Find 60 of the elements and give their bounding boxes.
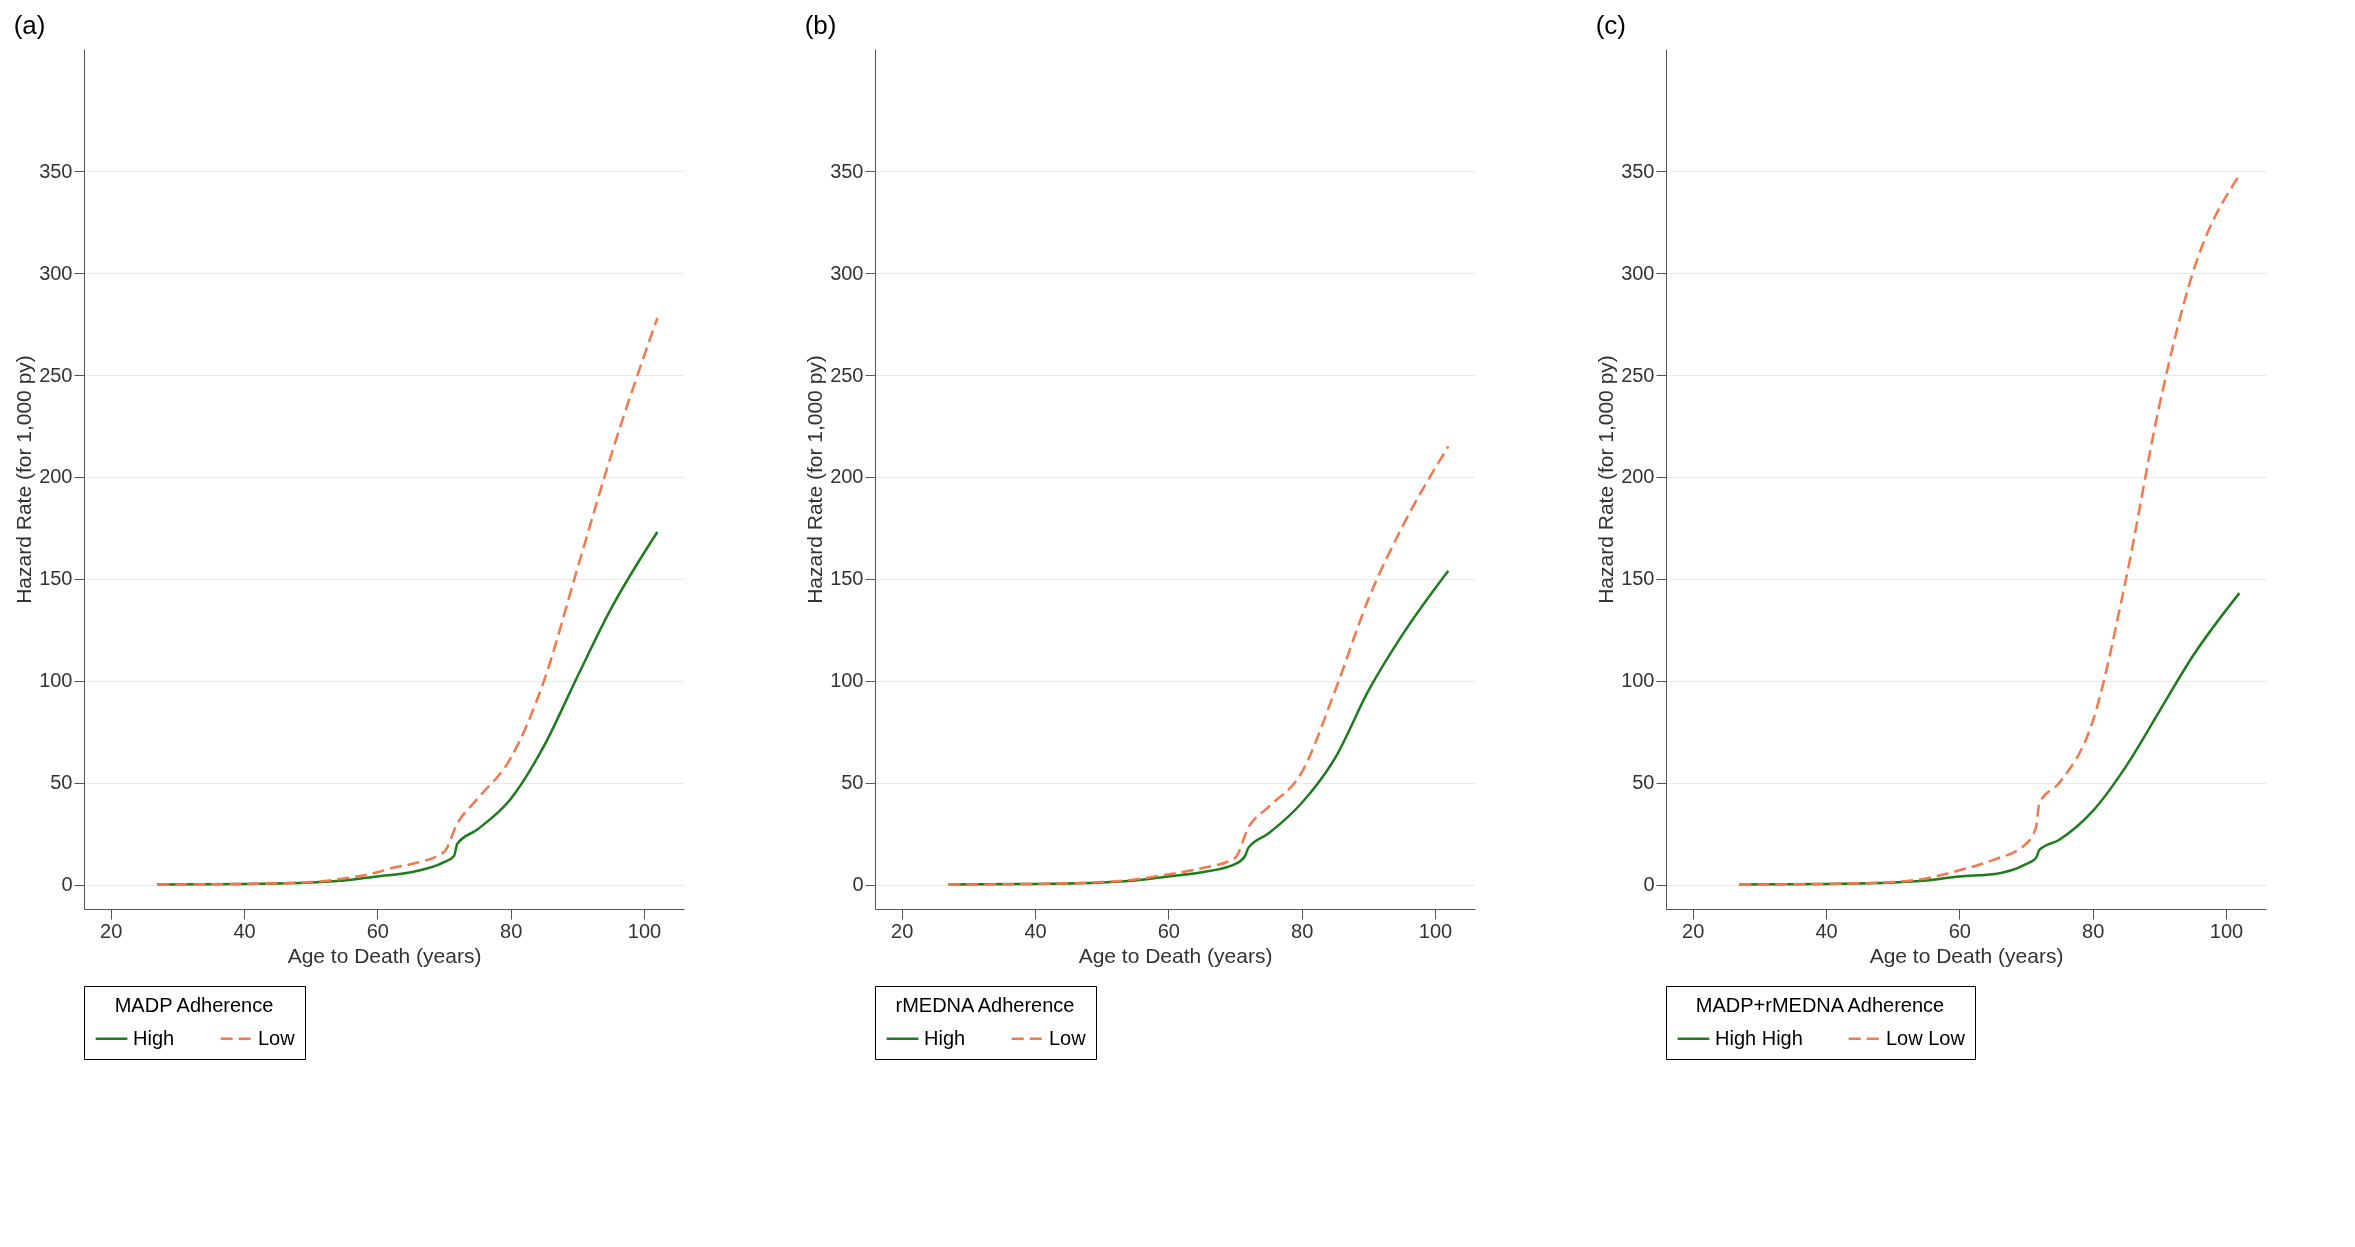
y-tick-label: 100 — [39, 669, 73, 692]
y-tick-label: 200 — [1621, 465, 1655, 488]
y-axis-title: Hazard Rate (for 1,000 py) — [12, 355, 36, 604]
y-tick-label: 350 — [39, 159, 73, 182]
y-tick-label: 300 — [39, 261, 73, 284]
y-tick-label: 200 — [830, 465, 864, 488]
legend-label: Low Low — [1886, 1026, 1966, 1049]
chart-title: (a) — [13, 10, 46, 40]
x-tick-label: 20 — [1682, 919, 1705, 942]
x-tick-label: 40 — [233, 919, 256, 942]
x-tick-label: 40 — [1815, 919, 1838, 942]
x-tick-label: 60 — [1948, 919, 1971, 942]
x-tick-label: 80 — [2082, 919, 2105, 942]
y-tick-label: 50 — [50, 771, 73, 794]
x-axis-title: Age to Death (years) — [1869, 943, 2064, 967]
chart-title: (c) — [1595, 10, 1626, 40]
y-tick-label: 100 — [830, 669, 864, 692]
y-tick-label: 250 — [830, 363, 864, 386]
legend-title: rMEDNA Adherence — [895, 994, 1075, 1016]
legend-label: High — [924, 1026, 966, 1049]
y-tick-label: 100 — [1621, 669, 1655, 692]
y-tick-label: 350 — [1621, 159, 1655, 182]
x-axis-title: Age to Death (years) — [287, 943, 482, 967]
y-tick-label: 300 — [1621, 261, 1655, 284]
legend-title: MADP+rMEDNA Adherence — [1695, 994, 1945, 1016]
x-tick-label: 100 — [1418, 919, 1453, 942]
x-tick-label: 20 — [891, 919, 914, 942]
y-tick-label: 200 — [39, 465, 73, 488]
x-tick-label: 60 — [1157, 919, 1180, 942]
y-tick-label: 250 — [1621, 363, 1655, 386]
y-tick-label: 150 — [39, 567, 73, 590]
x-tick-label: 40 — [1024, 919, 1047, 942]
y-tick-label: 250 — [39, 363, 73, 386]
x-tick-label: 60 — [366, 919, 389, 942]
x-tick-label: 80 — [1291, 919, 1314, 942]
y-axis-title: Hazard Rate (for 1,000 py) — [803, 355, 827, 604]
line-series — [947, 445, 1450, 886]
y-tick-label: 50 — [841, 771, 864, 794]
line-series — [156, 316, 659, 886]
legend-label: Low — [1049, 1026, 1087, 1049]
line-series — [1738, 174, 2241, 886]
y-axis-title: Hazard Rate (for 1,000 py) — [1594, 355, 1618, 604]
y-tick-label: 50 — [1632, 771, 1655, 794]
y-tick-label: 150 — [830, 567, 864, 590]
x-tick-label: 80 — [500, 919, 523, 942]
y-tick-label: 0 — [1643, 873, 1655, 896]
x-tick-label: 100 — [627, 919, 662, 942]
legend-label: High High — [1715, 1026, 1803, 1049]
y-tick-label: 350 — [830, 159, 864, 182]
x-tick-label: 20 — [100, 919, 123, 942]
x-axis-title: Age to Death (years) — [1078, 943, 1273, 967]
legend-label: High — [133, 1026, 175, 1049]
x-tick-label: 100 — [2209, 919, 2244, 942]
legend-label: Low — [258, 1026, 296, 1049]
y-tick-label: 300 — [830, 261, 864, 284]
y-tick-label: 0 — [61, 873, 73, 896]
y-tick-label: 150 — [1621, 567, 1655, 590]
legend-title: MADP Adherence — [114, 994, 274, 1016]
y-tick-label: 0 — [852, 873, 864, 896]
chart-title: (b) — [804, 10, 837, 40]
